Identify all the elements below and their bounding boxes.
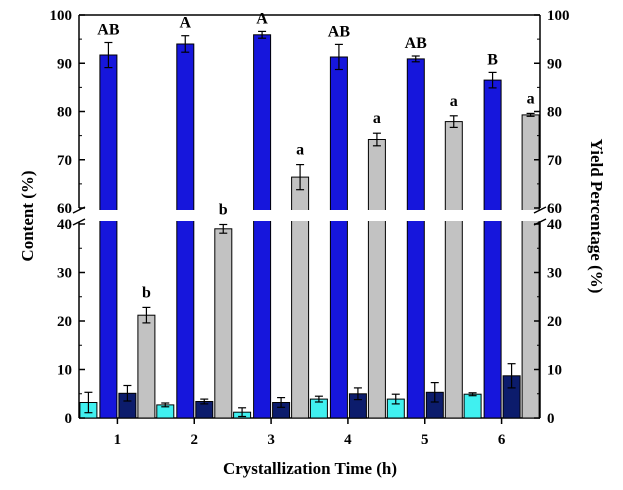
bars — [79, 30, 540, 419]
letter-gray-2: b — [219, 201, 228, 218]
x-axis-title: Crystallization Time (h) — [223, 459, 397, 478]
bar-blue-3 — [253, 34, 272, 419]
left-tick-label-0: 0 — [65, 411, 73, 427]
left-tick-label-10: 10 — [57, 363, 72, 379]
bar-gray-5 — [444, 121, 463, 419]
left-tick-label-100: 100 — [50, 8, 73, 24]
left-tick-label-40: 40 — [57, 217, 72, 233]
bar-gray-1 — [137, 314, 156, 419]
right-tick-label-70: 70 — [547, 153, 562, 169]
bar-blue-4 — [329, 56, 348, 419]
left-axis-title: Content (%) — [18, 170, 37, 261]
left-tick-label-90: 90 — [57, 56, 72, 72]
right-tick-label-30: 30 — [547, 266, 562, 282]
axis-break-slash-lower-0 — [72, 218, 86, 226]
left-tick-label-60: 60 — [57, 201, 72, 217]
letter-blue-4: AB — [328, 23, 351, 40]
left-tick-label-20: 20 — [57, 314, 72, 330]
letter-blue-6: B — [487, 51, 498, 68]
right-tick-label-100: 100 — [547, 8, 570, 24]
significance-letters: AB A A AB AB Bb b a a a a — [97, 10, 534, 301]
left-tick-label-80: 80 — [57, 105, 72, 121]
bar-gray-4 — [367, 139, 386, 419]
axis-break-slash-upper-1 — [533, 206, 547, 214]
bar-blue-2 — [176, 43, 195, 419]
bar-blue-1 — [99, 54, 118, 419]
letter-blue-3: A — [256, 10, 268, 27]
letter-gray-4: a — [373, 110, 381, 127]
right-tick-label-80: 80 — [547, 105, 562, 121]
x-tick-label-3: 3 — [267, 432, 275, 448]
right-tick-label-10: 10 — [547, 363, 562, 379]
right-tick-label-60: 60 — [547, 201, 562, 217]
bar-gray-2 — [214, 228, 233, 419]
bar-blue-6 — [483, 79, 502, 419]
letter-gray-6: a — [527, 90, 535, 107]
letter-gray-3: a — [296, 142, 304, 159]
letter-gray-5: a — [450, 93, 458, 110]
letter-gray-1: b — [142, 284, 151, 301]
axis-break-band — [69, 210, 550, 221]
x-tick-label-5: 5 — [421, 432, 429, 448]
letter-blue-1: AB — [97, 22, 120, 39]
bar-blue-5 — [406, 58, 425, 419]
letter-blue-5: AB — [405, 35, 428, 52]
x-tick-label-4: 4 — [344, 432, 352, 448]
left-tick-label-70: 70 — [57, 153, 72, 169]
right-tick-label-40: 40 — [547, 217, 562, 233]
x-tick-label-6: 6 — [498, 432, 506, 448]
letter-blue-2: A — [179, 15, 191, 32]
x-tick-label-1: 1 — [114, 432, 122, 448]
left-tick-label-30: 30 — [57, 266, 72, 282]
right-axis-title: Yield Percentage (%) — [587, 139, 606, 294]
right-tick-label-90: 90 — [547, 56, 562, 72]
axis-break-gap — [69, 206, 550, 226]
right-tick-label-0: 0 — [547, 411, 555, 427]
right-tick-label-20: 20 — [547, 314, 562, 330]
bar-cyan-6 — [463, 393, 482, 419]
x-tick-label-2: 2 — [191, 432, 199, 448]
